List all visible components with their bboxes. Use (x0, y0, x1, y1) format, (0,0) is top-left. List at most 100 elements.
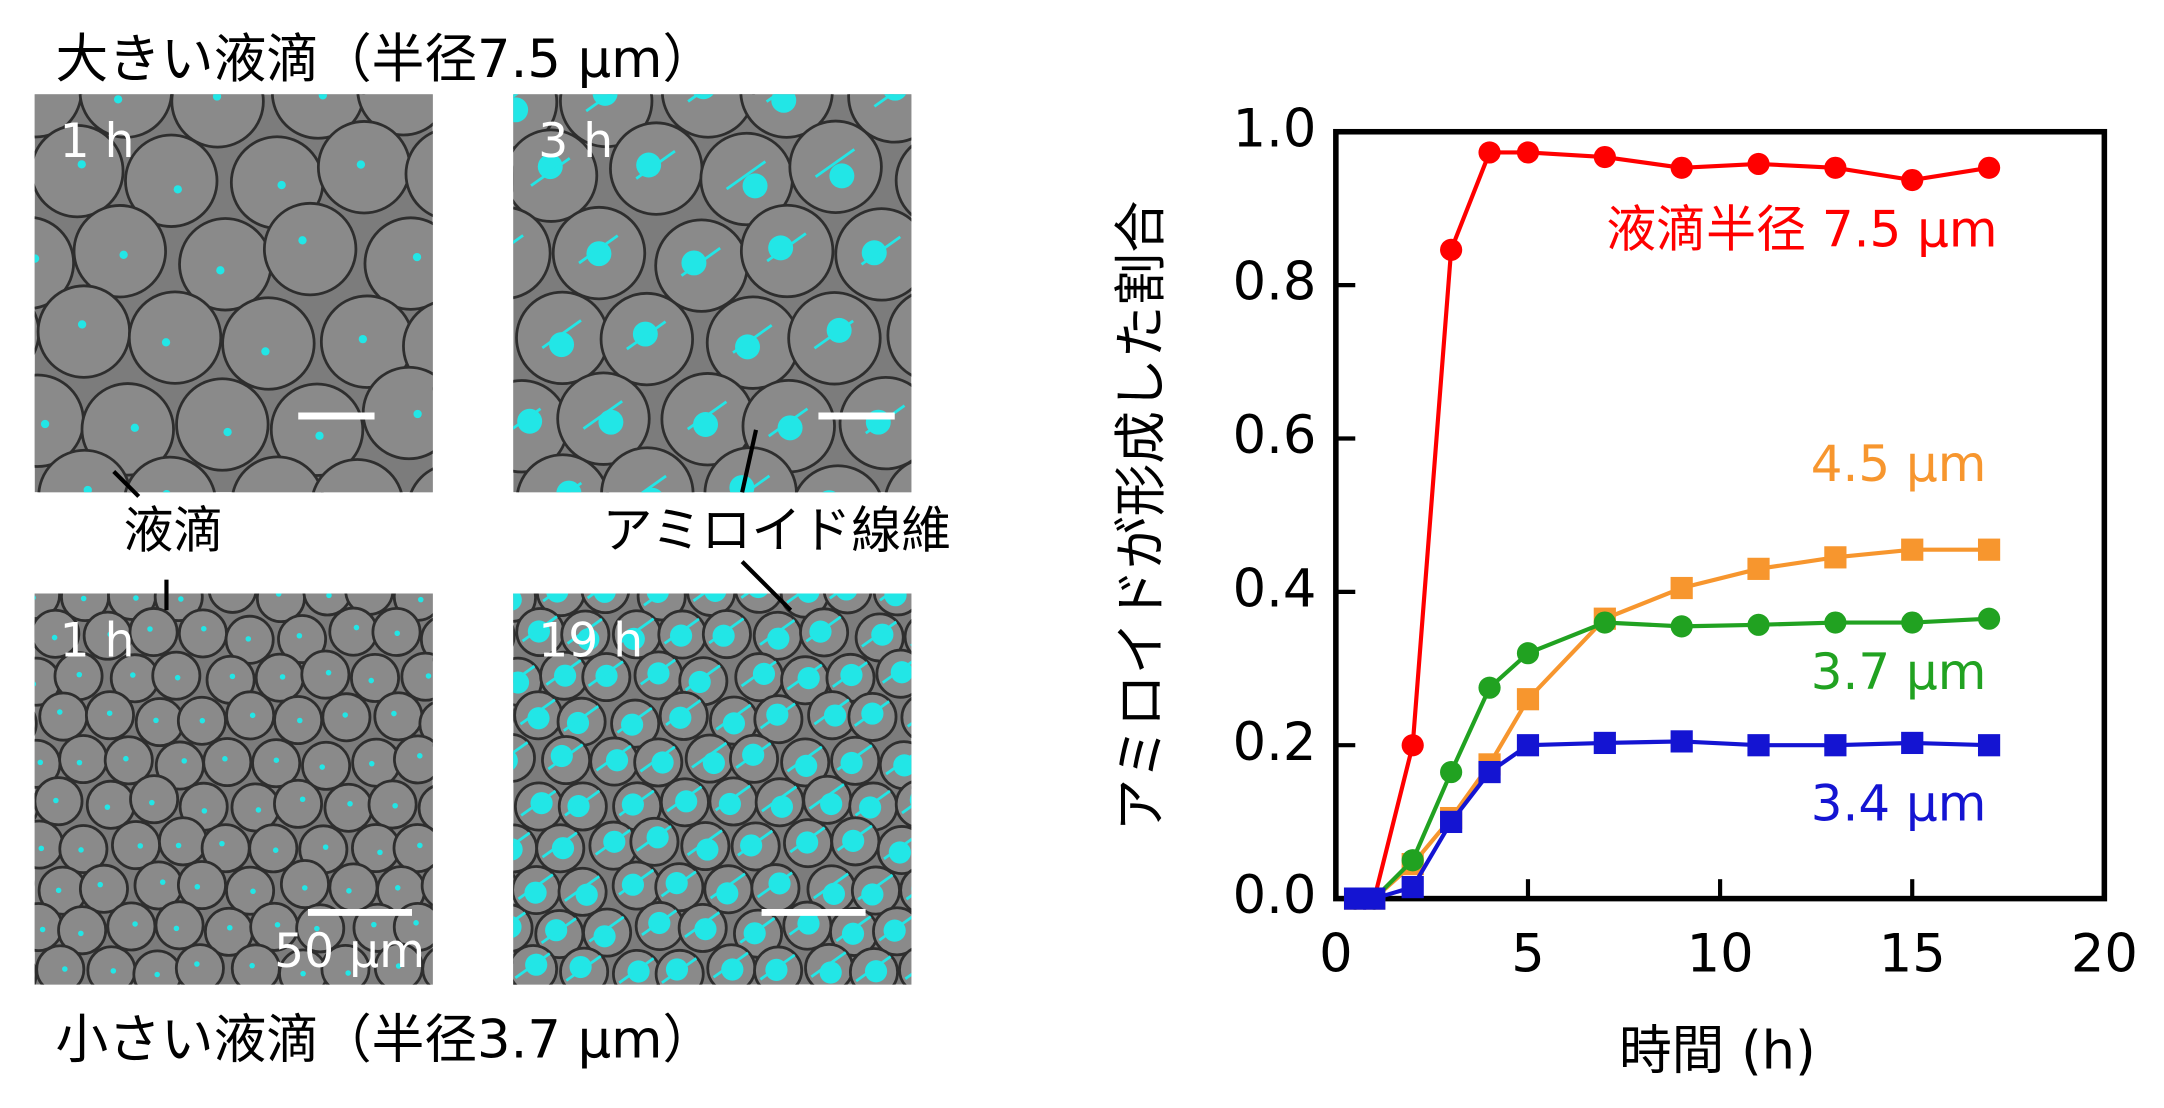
fluorescence (214, 566, 222, 574)
droplet (443, 907, 490, 954)
droplet (974, 826, 1021, 873)
fibril (578, 234, 619, 265)
fluorescence (777, 415, 803, 441)
droplet (418, 701, 433, 747)
fluorescence (348, 505, 356, 513)
fibril (564, 875, 601, 902)
fibril (618, 957, 655, 984)
series-label: 3.4 µm (1811, 775, 1987, 833)
fluorescence (50, 1059, 56, 1065)
fibril (446, 317, 485, 344)
fluorescence (550, 744, 573, 768)
fibril (712, 951, 749, 979)
droplet (998, 609, 1045, 656)
fluorescence (771, 94, 797, 113)
fibril (513, 911, 526, 923)
fibril (448, 161, 487, 188)
marker (1824, 734, 1847, 757)
fibril (565, 954, 602, 982)
fluorescence (299, 796, 306, 803)
droplet (988, 290, 1080, 382)
droplet (924, 572, 971, 619)
fibril (524, 538, 558, 562)
fluorescence (153, 717, 159, 724)
pointer-line (740, 560, 793, 612)
fluorescence (535, 545, 557, 567)
droplet (444, 572, 491, 619)
marker (1401, 876, 1424, 899)
fluorescence (524, 881, 547, 904)
fibril (1000, 784, 1034, 808)
fluorescence (392, 802, 398, 809)
fibril (542, 593, 557, 603)
fluorescence (527, 707, 550, 730)
marker (1440, 760, 1463, 784)
small-droplet-title: 小さい液滴（半径3.7 µm） (55, 1009, 715, 1070)
fluorescence (437, 809, 443, 815)
droplet (328, 862, 379, 913)
droplet (1026, 49, 1118, 141)
time-label: 1 h (60, 114, 135, 169)
fluorescence (77, 320, 87, 329)
droplet (176, 860, 227, 911)
marker (1747, 152, 1770, 176)
fluorescence (377, 849, 383, 856)
fibril (450, 580, 484, 604)
droplet (251, 738, 302, 789)
droplet (269, 382, 365, 477)
droplet (175, 377, 270, 472)
fluorescence (464, 844, 470, 850)
fluorescence (76, 759, 83, 766)
fibril (1004, 617, 1038, 641)
droplet (34, 310, 41, 355)
fibril (814, 148, 856, 178)
fluorescence (867, 1043, 889, 1065)
fluorescence (104, 804, 111, 810)
fluorescence (493, 553, 499, 559)
fluorescence (548, 2, 556, 10)
fibril (1062, 575, 1101, 602)
fluorescence (681, 250, 707, 276)
droplet (80, 382, 175, 477)
fibril (853, 700, 890, 727)
fibril (879, 593, 892, 602)
droplet (177, 608, 228, 659)
fluorescence (537, 154, 563, 180)
droplet (872, 593, 912, 617)
fluorescence (499, 582, 507, 590)
micrographs: 1 h 3 h 1 h 19 h 50 µm (0, 2, 1118, 1076)
fibril (862, 1039, 896, 1063)
droplet (947, 860, 994, 907)
marker (1670, 615, 1693, 638)
fluorescence (346, 542, 352, 548)
fluorescence (326, 593, 332, 599)
droplet (103, 735, 154, 786)
droplet (248, 823, 299, 874)
fibril (767, 407, 809, 438)
fibril (732, 324, 773, 354)
droplet (758, 1029, 805, 1076)
droplet (945, 529, 1037, 621)
fluorescence (394, 630, 401, 637)
fluorescence (1004, 955, 1026, 977)
fibril (759, 702, 796, 730)
fluorescence (478, 788, 500, 810)
droplet (925, 910, 972, 957)
droplet (367, 779, 418, 830)
fluorescence (319, 764, 325, 770)
fibril (475, 870, 509, 894)
droplet (129, 774, 180, 825)
fibril (805, 615, 842, 643)
series-label: 液滴半径 7.5 µm (1606, 200, 1997, 258)
fibril (521, 615, 558, 643)
droplet (295, 903, 346, 954)
fluorescence (6, 724, 12, 730)
fibril (740, 660, 777, 688)
droplet (273, 778, 324, 829)
fluorescence (10, 807, 16, 813)
droplet (34, 882, 35, 885)
fibril (971, 557, 1010, 584)
fibril (975, 666, 1009, 690)
droplet (0, 454, 25, 546)
marker (1478, 760, 1501, 784)
